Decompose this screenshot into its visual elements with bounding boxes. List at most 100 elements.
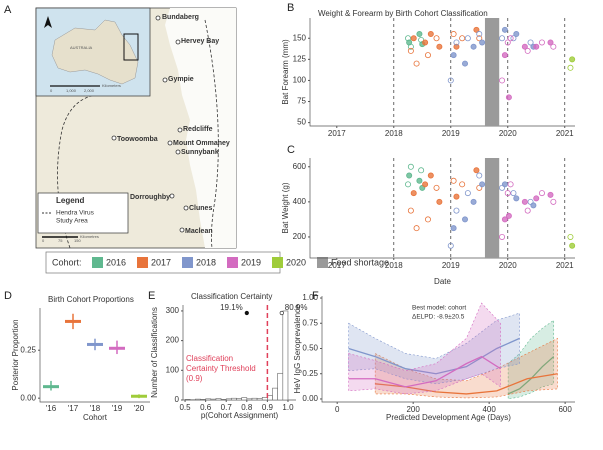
line bbox=[348, 337, 520, 375]
threshold-label: Classification bbox=[186, 354, 233, 363]
x-tick-label: 2021 bbox=[556, 261, 574, 270]
point bbox=[504, 39, 511, 46]
place-marker bbox=[175, 39, 181, 45]
place-label: Toowoomba bbox=[117, 136, 158, 143]
estimate bbox=[109, 346, 125, 350]
x-tick-label: 0.8 bbox=[241, 403, 253, 412]
study-boundary bbox=[204, 19, 219, 249]
y-tick-label: 0.25 bbox=[302, 369, 318, 378]
threshold-label: (0.9) bbox=[186, 374, 203, 383]
estimate bbox=[131, 394, 147, 398]
point bbox=[422, 181, 429, 188]
point bbox=[547, 191, 554, 198]
y-tick-label: 0.25 bbox=[20, 345, 36, 354]
y-tick-label: 100 bbox=[166, 365, 180, 374]
annotation: ΔELPD: -8.9±20.5 bbox=[412, 314, 465, 321]
inset-box bbox=[123, 33, 139, 61]
y-tick-label: 0.00 bbox=[302, 394, 318, 403]
point bbox=[501, 26, 508, 33]
point bbox=[530, 202, 537, 209]
bar bbox=[277, 372, 284, 401]
point bbox=[524, 47, 531, 54]
y-axis-label: Posterior Proportion bbox=[11, 319, 20, 390]
legend-label: 2019 bbox=[241, 257, 261, 267]
panel-label: F bbox=[312, 290, 319, 302]
x-tick-label: '16 bbox=[46, 404, 57, 413]
point bbox=[538, 190, 545, 197]
y-tick-label: 600 bbox=[293, 162, 307, 171]
point bbox=[406, 172, 413, 179]
point bbox=[510, 35, 517, 42]
x-tick-label: 2019 bbox=[442, 129, 460, 138]
y-tick-label: 50 bbox=[297, 118, 306, 127]
bar bbox=[256, 398, 263, 401]
point bbox=[410, 190, 417, 197]
point bbox=[479, 39, 486, 46]
point bbox=[479, 181, 486, 188]
point bbox=[527, 39, 534, 46]
y-tick-label: 100 bbox=[293, 76, 307, 85]
point bbox=[505, 94, 512, 101]
point bbox=[450, 225, 457, 232]
y-axis-label: Bat Forearm (mm) bbox=[281, 39, 290, 105]
bar bbox=[205, 398, 212, 401]
point bbox=[450, 31, 457, 38]
point bbox=[427, 31, 434, 38]
legend-label: 2020 bbox=[286, 257, 306, 267]
annotation: Best model: cohort bbox=[412, 305, 466, 312]
scale-text: 2,000 bbox=[84, 88, 95, 93]
point bbox=[501, 216, 508, 223]
point bbox=[547, 39, 554, 46]
map-legend bbox=[37, 192, 129, 234]
panel-label: D bbox=[4, 290, 12, 302]
bar bbox=[241, 397, 248, 401]
point bbox=[416, 177, 423, 184]
point bbox=[450, 52, 457, 59]
x-tick-label: 600 bbox=[558, 405, 572, 414]
point bbox=[413, 225, 420, 232]
y-axis-label: Bat Weight (g) bbox=[281, 182, 290, 233]
point bbox=[524, 207, 531, 214]
point bbox=[507, 35, 514, 42]
axis bbox=[309, 158, 575, 259]
place-label: Sunnybank bbox=[181, 149, 219, 156]
point bbox=[513, 195, 520, 202]
axis bbox=[321, 296, 575, 403]
food-shortage bbox=[484, 18, 500, 126]
place-label: Hervey Bay bbox=[181, 38, 219, 45]
legend-label: 2018 bbox=[196, 257, 216, 267]
panel-label: E bbox=[148, 290, 155, 302]
line bbox=[348, 355, 501, 388]
bar bbox=[210, 398, 217, 401]
x-tick-label: 2020 bbox=[499, 261, 517, 270]
point bbox=[569, 56, 576, 63]
x-tick-label: 2021 bbox=[556, 129, 574, 138]
legend-swatch bbox=[137, 257, 148, 268]
threshold-label: Certainty Threshold bbox=[186, 364, 256, 373]
x-tick-label: 400 bbox=[482, 405, 496, 414]
point bbox=[424, 216, 431, 223]
x-tick-label: 2020 bbox=[499, 129, 517, 138]
point bbox=[433, 35, 440, 42]
point bbox=[416, 31, 423, 38]
place-label: Maclean bbox=[185, 228, 213, 235]
place-marker bbox=[179, 227, 185, 233]
point bbox=[464, 190, 471, 197]
place-marker bbox=[177, 127, 183, 133]
legend-swatch bbox=[92, 257, 103, 268]
share-label: 80.9% bbox=[285, 303, 308, 312]
x-tick-label: 0.7 bbox=[221, 403, 233, 412]
y-tick-label: 200 bbox=[293, 232, 307, 241]
y-tick-label: 300 bbox=[166, 306, 180, 315]
legend-swatch bbox=[182, 257, 193, 268]
place-label: Gympie bbox=[168, 76, 194, 83]
place-label: Redcliffe bbox=[183, 126, 213, 133]
point bbox=[473, 167, 480, 174]
point bbox=[513, 31, 520, 38]
legend-swatch bbox=[227, 257, 238, 268]
y-tick-label: 125 bbox=[293, 54, 307, 63]
legend-label: 2017 bbox=[151, 257, 171, 267]
x-tick-label: 2017 bbox=[328, 129, 346, 138]
x-tick-label: 0.6 bbox=[200, 403, 212, 412]
y-tick-label: 0.75 bbox=[302, 318, 318, 327]
